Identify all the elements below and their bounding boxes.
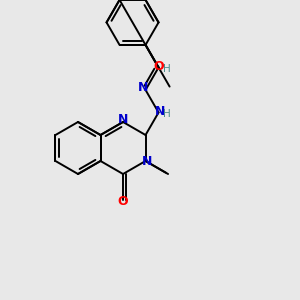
Text: O: O <box>118 195 128 208</box>
Text: N: N <box>155 105 166 118</box>
Text: N: N <box>142 155 152 168</box>
Text: O: O <box>153 60 164 73</box>
Text: H: H <box>163 64 170 74</box>
Text: N: N <box>118 113 128 126</box>
Text: H: H <box>163 110 170 119</box>
Text: N: N <box>138 82 149 94</box>
